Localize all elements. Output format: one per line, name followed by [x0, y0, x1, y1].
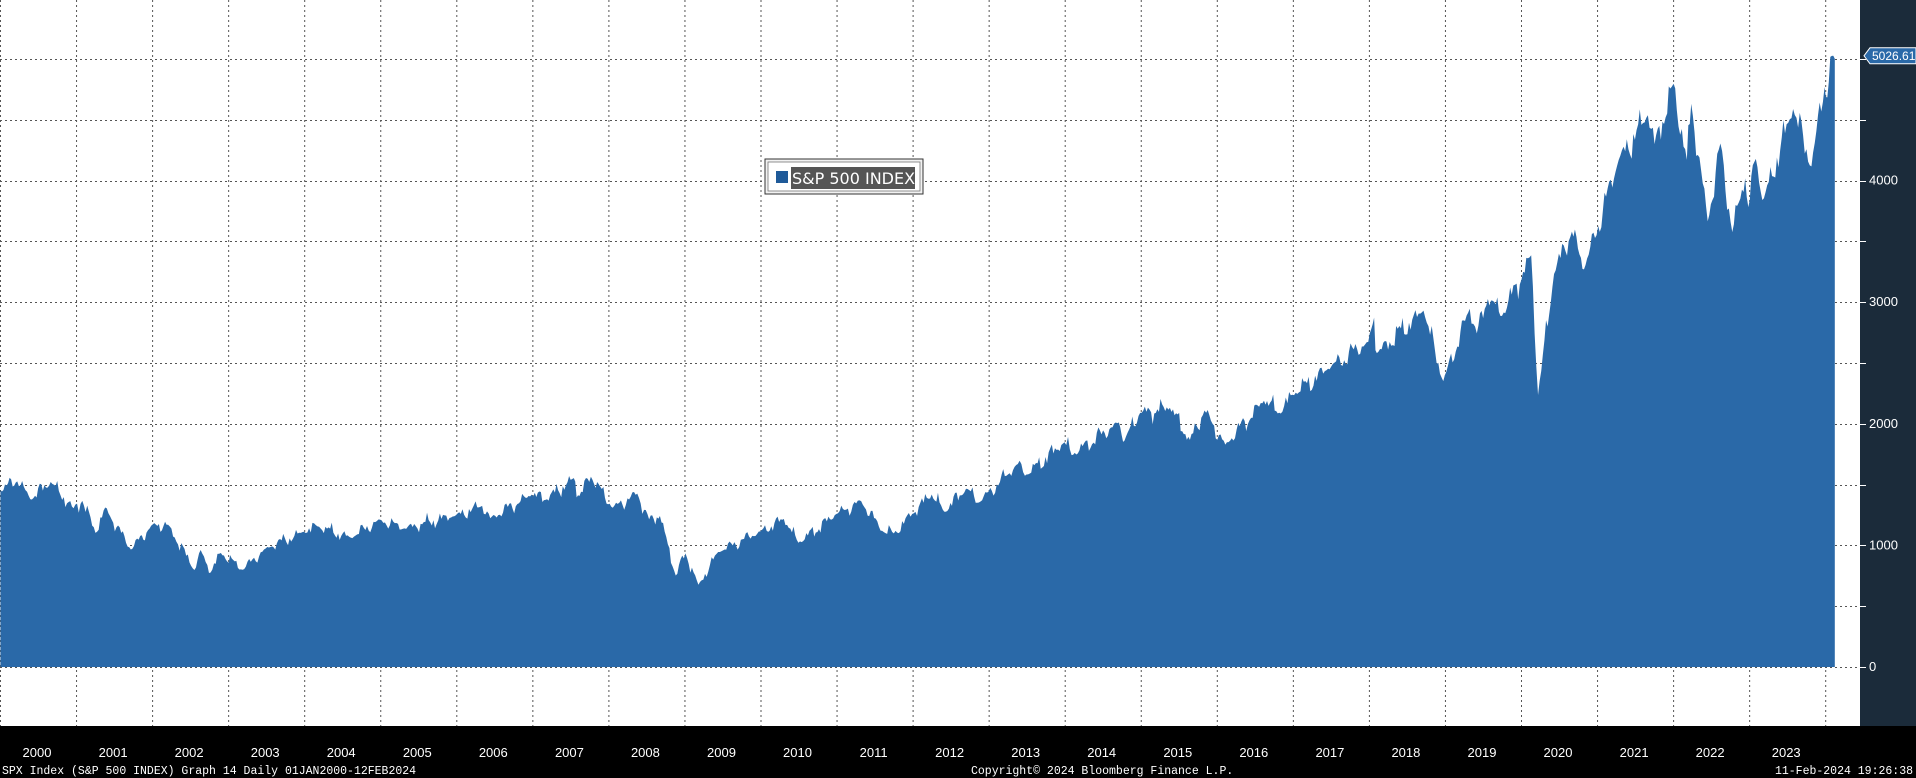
y-axis-panel	[1860, 0, 1916, 726]
x-tick-label: 2005	[403, 745, 432, 760]
x-tick-label: 2017	[1315, 745, 1344, 760]
x-tick-label: 2014	[1087, 745, 1116, 760]
y-tick-label: 2000	[1869, 416, 1898, 431]
x-tick-label: 2002	[175, 745, 204, 760]
x-tick-label: 2020	[1544, 745, 1573, 760]
x-tick-label: 2013	[1011, 745, 1040, 760]
last-value-badge: 5026.61	[1863, 47, 1916, 65]
x-tick-label: 2021	[1620, 745, 1649, 760]
y-tick-label: 0	[1869, 659, 1876, 674]
x-tick-label: 2018	[1391, 745, 1420, 760]
legend-swatch	[776, 171, 788, 183]
footer-timestamp: 11-Feb-2024 19:26:38	[1775, 765, 1913, 778]
x-tick-label: 2003	[251, 745, 280, 760]
y-axis: 0 1000 2000 3000 4000	[1860, 59, 1898, 674]
x-tick-label: 2001	[99, 745, 128, 760]
x-tick-label: 2009	[707, 745, 736, 760]
x-tick-label: 2012	[935, 745, 964, 760]
legend-label-highlight	[791, 167, 915, 189]
y-tick-label: 4000	[1869, 173, 1898, 188]
x-tick-label: 2023	[1772, 745, 1801, 760]
x-tick-label: 2010	[783, 745, 812, 760]
footer-left: SPX Index (S&P 500 INDEX) Graph 14 Daily…	[2, 765, 416, 778]
x-tick-label: 2022	[1696, 745, 1725, 760]
x-tick-label: 2019	[1468, 745, 1497, 760]
legend[interactable]: S&P 500 INDEX	[764, 158, 924, 195]
y-tick-label: 3000	[1869, 294, 1898, 309]
footer-copyright: Copyright© 2024 Bloomberg Finance L.P.	[971, 765, 1233, 778]
last-value-label: 5026.61	[1872, 49, 1916, 63]
footer: SPX Index (S&P 500 INDEX) Graph 14 Daily…	[2, 765, 1913, 778]
x-tick-label: 2011	[860, 745, 888, 760]
series-area-sp500	[0, 55, 1835, 667]
x-tick-label: 2015	[1163, 745, 1192, 760]
x-tick-label: 2006	[479, 745, 508, 760]
x-axis: 2000 2001 2002 2003 2004 2005 2006 2007 2008 2009…	[23, 745, 1801, 760]
x-tick-label: 2008	[631, 745, 660, 760]
x-tick-label: 2016	[1239, 745, 1268, 760]
legend-label: S&P 500 INDEX	[792, 169, 915, 188]
x-tick-label: 2000	[23, 745, 52, 760]
last-value-badge-shape	[1863, 47, 1916, 65]
x-tick-label: 2004	[327, 745, 356, 760]
y-tick-label: 1000	[1869, 537, 1898, 552]
x-tick-label: 2007	[555, 745, 584, 760]
